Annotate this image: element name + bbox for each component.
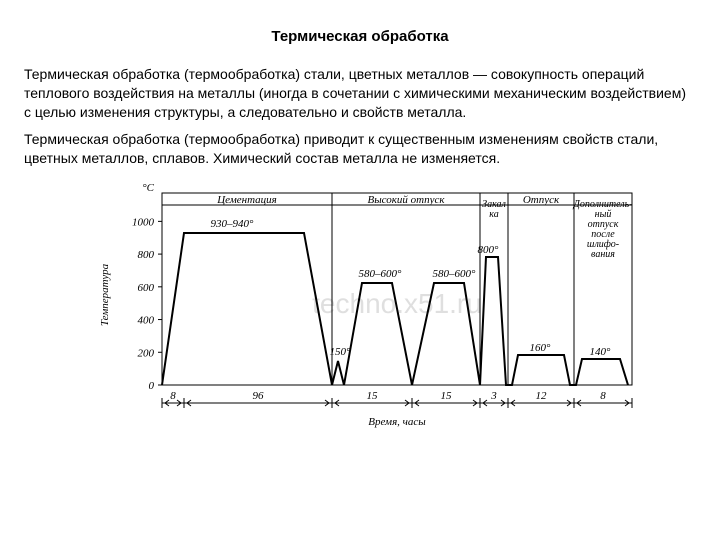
svg-text:ка: ка	[489, 209, 498, 220]
svg-text:150°: 150°	[330, 346, 352, 358]
svg-text:Отпуск: Отпуск	[523, 194, 560, 206]
svg-text:580–600°: 580–600°	[433, 268, 477, 280]
svg-text:12: 12	[536, 390, 548, 402]
svg-text:Цементация: Цементация	[216, 194, 277, 206]
svg-text:800: 800	[138, 250, 155, 262]
svg-text:580–600°: 580–600°	[359, 268, 403, 280]
heat-treatment-chart: techno.x51.ruЦементацияВысокий отпускЗак…	[80, 175, 640, 435]
svg-text:600: 600	[138, 282, 155, 294]
svg-text:3: 3	[490, 390, 497, 402]
svg-text:Время, часы: Время, часы	[368, 416, 426, 428]
svg-text:15: 15	[441, 390, 453, 402]
svg-text:вания: вания	[591, 249, 615, 260]
svg-text:96: 96	[253, 390, 265, 402]
svg-text:8: 8	[170, 390, 176, 402]
svg-text:400: 400	[138, 315, 155, 327]
svg-text:160°: 160°	[530, 342, 552, 354]
svg-text:200: 200	[138, 348, 155, 360]
svg-text:8: 8	[600, 390, 606, 402]
svg-text:800°: 800°	[478, 244, 500, 256]
svg-text:15: 15	[367, 390, 379, 402]
svg-text:°C: °C	[142, 182, 154, 194]
svg-text:140°: 140°	[590, 346, 612, 358]
page-title: Термическая обработка	[24, 28, 696, 45]
intro-paragraph-2: Термическая обработка (термообработка) п…	[24, 130, 696, 168]
svg-text:0: 0	[149, 380, 155, 392]
svg-text:Высокий отпуск: Высокий отпуск	[367, 194, 445, 206]
svg-text:1000: 1000	[132, 217, 155, 229]
svg-text:930–940°: 930–940°	[211, 218, 255, 230]
intro-paragraph-1: Термическая обработка (термообработка) с…	[24, 65, 696, 122]
svg-text:Температура: Температура	[99, 264, 111, 327]
